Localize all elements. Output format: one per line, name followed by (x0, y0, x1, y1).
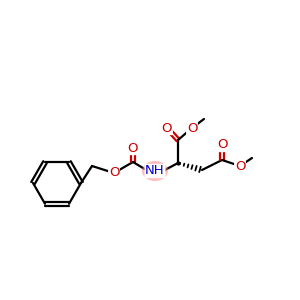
Text: O: O (162, 122, 172, 134)
Ellipse shape (142, 161, 168, 181)
Text: O: O (235, 160, 245, 172)
Text: NH: NH (145, 164, 165, 178)
Text: O: O (128, 142, 138, 154)
Text: O: O (217, 139, 227, 152)
Text: O: O (109, 167, 119, 179)
Text: O: O (187, 122, 197, 134)
